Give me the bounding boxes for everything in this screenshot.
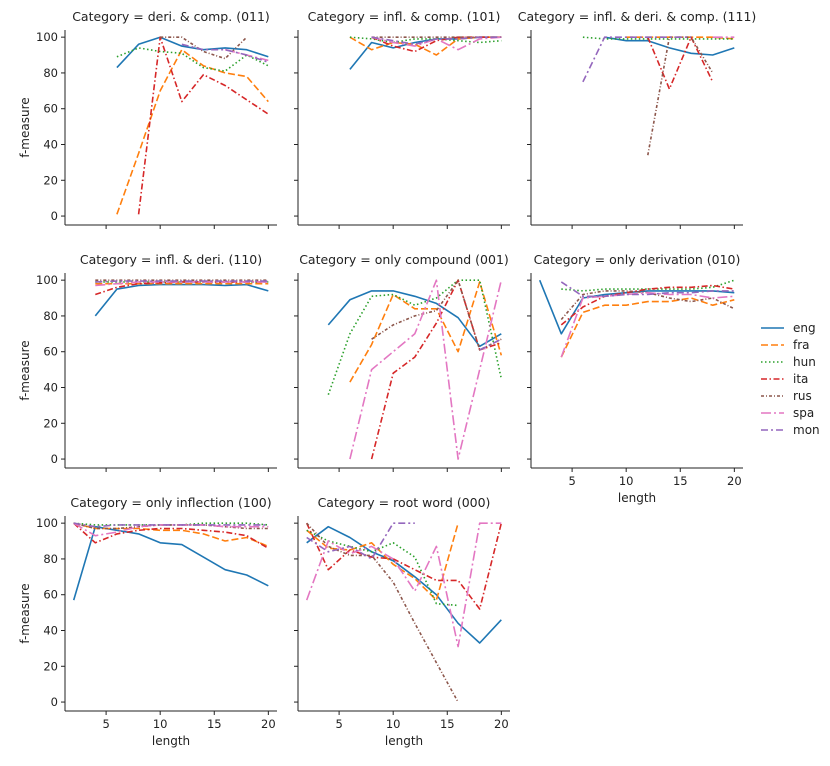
- legend-label-eng: eng: [793, 321, 816, 335]
- series-line-fra: [349, 36, 502, 56]
- panel-6: Category = only derivation (010) 5 10 15 20 l…: [527, 252, 743, 505]
- y-tick-label: 40: [43, 137, 58, 151]
- x-tick-label: 10: [153, 717, 168, 731]
- series-line-mon: [371, 36, 502, 46]
- panel-3: Category = infl. & deri. & comp. (111): [518, 9, 757, 229]
- y-axis-label: f-measure: [18, 340, 32, 400]
- y-tick-label: 60: [43, 345, 58, 359]
- series-line-rus: [73, 522, 269, 530]
- y-tick-label: 0: [51, 452, 58, 466]
- panel-title: Category = infl. & deri. (110): [80, 252, 262, 267]
- panel-title: Category = infl. & deri. & comp. (111): [518, 9, 757, 24]
- series-line-mon: [306, 522, 415, 560]
- panel-title: Category = only inflection (100): [70, 495, 271, 510]
- legend-label-ita: ita: [793, 372, 808, 386]
- y-tick-label: 40: [43, 380, 58, 394]
- series-line-spa: [73, 522, 269, 537]
- x-axis-label: length: [618, 491, 656, 505]
- series-line-mon: [95, 280, 269, 283]
- series-line-eng: [72, 525, 269, 601]
- y-tick-label: 100: [36, 516, 58, 530]
- panel-title: Category = infl. & comp. (101): [308, 9, 501, 24]
- series-line-eng: [306, 525, 502, 644]
- series-line-ita: [73, 522, 269, 549]
- y-tick-label: 20: [43, 416, 58, 430]
- y-tick-label: 80: [43, 66, 58, 80]
- series-line-hun: [116, 47, 269, 72]
- series-line-hun: [306, 529, 459, 607]
- x-tick-label: 20: [494, 717, 509, 731]
- series-line-spa: [371, 36, 502, 51]
- x-tick-label: 20: [727, 474, 742, 488]
- series-line-ita: [370, 279, 502, 460]
- series-line-hun: [561, 279, 735, 292]
- y-tick-label: 0: [51, 209, 58, 223]
- series-line-eng: [116, 36, 269, 69]
- x-tick-label: 10: [619, 474, 634, 488]
- x-axis-label: length: [385, 734, 423, 748]
- y-tick-label: 60: [43, 588, 58, 602]
- x-tick-label: 5: [568, 474, 575, 488]
- x-tick-label: 15: [673, 474, 688, 488]
- series-line-eng: [538, 279, 735, 335]
- series-line-eng: [327, 290, 502, 348]
- series-line-eng: [94, 283, 269, 317]
- series-line-eng: [604, 36, 735, 56]
- y-tick-label: 100: [36, 273, 58, 287]
- x-tick-label: 5: [335, 717, 342, 731]
- series-line-ita: [137, 36, 269, 215]
- series-line-fra: [560, 297, 735, 358]
- panel-title: Category = only derivation (010): [534, 252, 741, 267]
- x-axis-label: length: [152, 734, 190, 748]
- y-tick-label: 100: [36, 30, 58, 44]
- x-tick-label: 15: [207, 717, 222, 731]
- x-tick-label: 5: [102, 717, 109, 731]
- series-line-hun: [582, 36, 735, 40]
- y-axis-label: f-measure: [18, 583, 32, 643]
- legend-label-mon: mon: [793, 423, 820, 437]
- x-tick-label: 10: [386, 717, 401, 731]
- series-line-fra: [306, 522, 459, 601]
- series-line-spa: [560, 291, 735, 358]
- legend: eng fra hun ita rus spa mon: [761, 321, 820, 437]
- panel-title: Category = deri. & comp. (011): [72, 9, 270, 24]
- series-line-ita: [647, 36, 714, 90]
- panel-2: Category = infl. & comp. (101): [294, 9, 510, 229]
- panel-1: Category = deri. & comp. (011) 0 20 40 60 80 1…: [18, 9, 277, 229]
- panel-8: Category = root word (000) 5 10 15 20 length: [294, 495, 510, 748]
- y-axis-label: f-measure: [18, 97, 32, 157]
- y-tick-label: 20: [43, 659, 58, 673]
- y-tick-label: 80: [43, 309, 58, 323]
- panel-title: Category = root word (000): [318, 495, 491, 510]
- y-tick-label: 0: [51, 695, 58, 709]
- y-tick-label: 40: [43, 623, 58, 637]
- series-line-fra: [116, 48, 269, 215]
- series-line-mon: [479, 338, 502, 351]
- legend-label-fra: fra: [793, 338, 810, 352]
- y-tick-label: 20: [43, 173, 58, 187]
- panel-title: Category = only compound (001): [299, 252, 509, 267]
- y-tick-label: 80: [43, 552, 58, 566]
- y-tick-label: 60: [43, 102, 58, 116]
- x-tick-label: 20: [261, 717, 276, 731]
- series-line-spa: [349, 279, 503, 460]
- series-line-mon: [73, 522, 269, 528]
- series-line-mon: [582, 36, 692, 83]
- series-line-ita: [305, 522, 503, 610]
- panel-7: Category = only inflection (100) 0 20 40 60 8…: [18, 495, 277, 748]
- legend-label-hun: hun: [793, 355, 816, 369]
- legend-label-spa: spa: [793, 406, 814, 420]
- legend-label-rus: rus: [793, 389, 812, 403]
- x-tick-label: 15: [440, 717, 455, 731]
- panel-4: Category = infl. & deri. (110) 0 20 40 60 80 1…: [18, 252, 277, 472]
- series-line-ita: [560, 284, 735, 326]
- panel-5: Category = only compound (001): [294, 252, 510, 472]
- series-line-mon: [560, 281, 735, 298]
- series-line-spa: [305, 522, 502, 648]
